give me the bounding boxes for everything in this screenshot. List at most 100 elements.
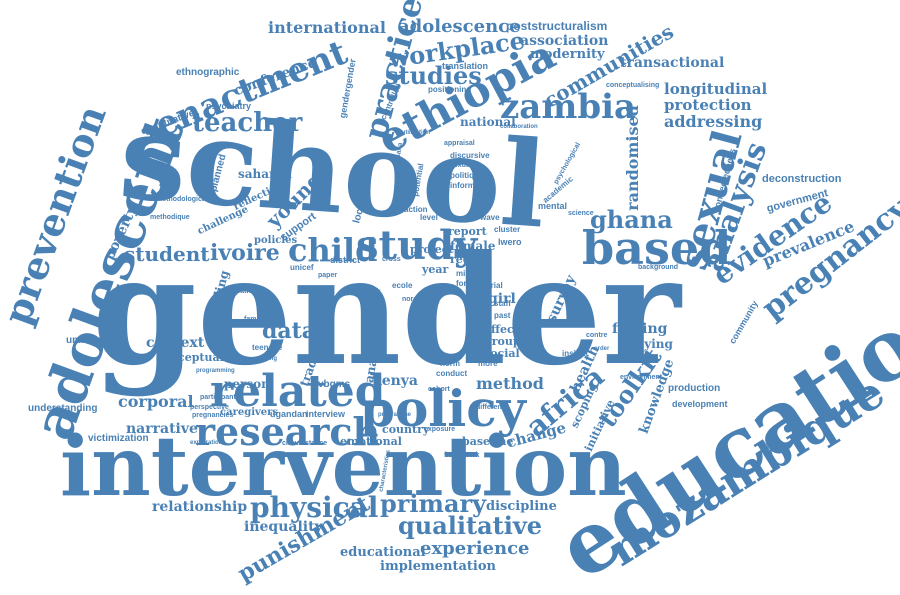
word-methodological: methodological — [156, 196, 208, 203]
word-pregnancies: pregnancies — [192, 412, 234, 419]
word-modernity: modernity — [530, 47, 605, 62]
word-positioning: positioning — [428, 85, 472, 94]
word-year: year — [422, 263, 449, 276]
word-experience: experience — [420, 538, 530, 559]
word-finding: finding — [612, 321, 668, 337]
word-production: production — [668, 383, 721, 394]
word-emotional: emotional — [340, 435, 402, 448]
word-social: social — [484, 347, 520, 360]
word-inequality: inequality — [244, 519, 323, 535]
word-based: based — [582, 221, 732, 275]
word-ghana: ghana — [590, 205, 673, 234]
word-politique: politique — [450, 171, 484, 180]
word-term: term — [362, 301, 380, 310]
word-study: study — [356, 222, 478, 269]
word-female: female — [450, 239, 496, 253]
word-collection: collection — [618, 350, 647, 356]
word-unicef: unicef — [290, 263, 314, 272]
word-national: national — [460, 115, 516, 129]
word-narrative: narrative — [126, 421, 198, 437]
word-programme: programme — [378, 412, 412, 418]
word-ugandan: ugandan — [270, 409, 308, 419]
word-level: level — [420, 213, 438, 222]
word-work: work — [362, 287, 381, 296]
word-research: research — [195, 409, 381, 454]
word-child: child — [288, 231, 378, 269]
word-related: related — [210, 366, 386, 417]
word-victimization: victimization — [88, 433, 149, 444]
word-international: international — [268, 18, 386, 37]
word-exposure: exposure — [424, 426, 456, 433]
word-lwero: lwero — [498, 237, 522, 247]
word-form: form — [456, 279, 474, 288]
word-ivoire: ivoire — [210, 240, 280, 266]
word-gender: gender — [92, 223, 681, 399]
word-protection: protection — [664, 96, 752, 114]
word-paper: paper — [318, 272, 338, 279]
word-participant: participant — [200, 394, 236, 401]
word-effect: effect — [484, 323, 519, 336]
word-educational: educational — [340, 545, 426, 560]
word-science: science — [568, 210, 594, 217]
word-baseline: baseline — [462, 435, 514, 448]
word-peer: peer — [422, 347, 439, 356]
word-teacher: teacher — [192, 108, 303, 138]
word-nord: nord — [402, 296, 418, 303]
word-randomised: randomised — [622, 105, 642, 211]
word-longitudinal: longitudinal — [664, 80, 768, 98]
word-primary: primary — [380, 489, 487, 518]
word-data: data — [262, 318, 317, 344]
word-implementation: implementation — [380, 559, 496, 574]
word-environment: environment — [620, 374, 663, 381]
word-conceptualising: conceptualising — [606, 82, 660, 89]
word-zambia: zambia — [500, 87, 637, 127]
word-vbgms: vbgms — [318, 379, 351, 390]
word-families: families — [244, 316, 271, 323]
word-poststructuralism: poststructuralism — [506, 19, 608, 33]
word-bullying: bullying — [618, 337, 673, 351]
word-understanding: understanding — [28, 403, 98, 414]
word-student: student — [124, 242, 210, 266]
word-unintended: unintended — [66, 335, 120, 346]
word-teenage: teenage — [252, 343, 283, 352]
word-qualitative: qualitative — [398, 511, 543, 540]
word-addressing: addressing — [664, 112, 763, 131]
word-community: community — [727, 298, 760, 346]
word-discipline: discipline — [486, 499, 557, 514]
word-more: more — [478, 359, 498, 368]
word-kenya: kenya — [372, 373, 418, 389]
word-framework: framework — [444, 452, 480, 459]
word-appraisal: appraisal — [444, 140, 475, 147]
word-background: background — [638, 264, 679, 271]
word-programming: programming — [196, 368, 235, 374]
word-pathway: pathway — [236, 288, 265, 295]
word-collaboration: collaboration — [500, 124, 538, 130]
word-insight: insight — [562, 349, 589, 358]
word-cross: cross — [382, 256, 401, 263]
word-past: past — [494, 311, 511, 320]
word-circumstance: circumstance — [282, 440, 328, 447]
word-perspective: perspective — [190, 404, 229, 411]
word-context: context — [146, 335, 205, 351]
word-saharan: saharan — [238, 167, 292, 181]
word-physical: physical — [250, 491, 379, 524]
word-intervention: intervention — [60, 419, 627, 515]
word-mental: mental — [538, 201, 568, 211]
word-corporal: corporal — [118, 392, 194, 411]
word-conduct: conduct — [436, 369, 468, 378]
word-district: district — [330, 255, 361, 265]
word-norm: norm — [440, 359, 460, 368]
word-reduce: reduce — [450, 253, 493, 266]
word-discursive: discursive — [450, 151, 490, 160]
word-group: group — [484, 335, 521, 348]
word-exploration: exploration — [190, 440, 223, 446]
word-psychiatry: psychiatry — [206, 101, 252, 111]
word-translation: translation — [442, 61, 489, 71]
word-inform: inform — [450, 181, 475, 190]
word-association: association — [520, 33, 609, 49]
word-staff: staff — [494, 299, 511, 308]
word-contre: contre — [586, 332, 608, 339]
word-different: different — [476, 404, 504, 411]
word-action: action — [404, 205, 428, 214]
word-method: method — [476, 374, 544, 393]
